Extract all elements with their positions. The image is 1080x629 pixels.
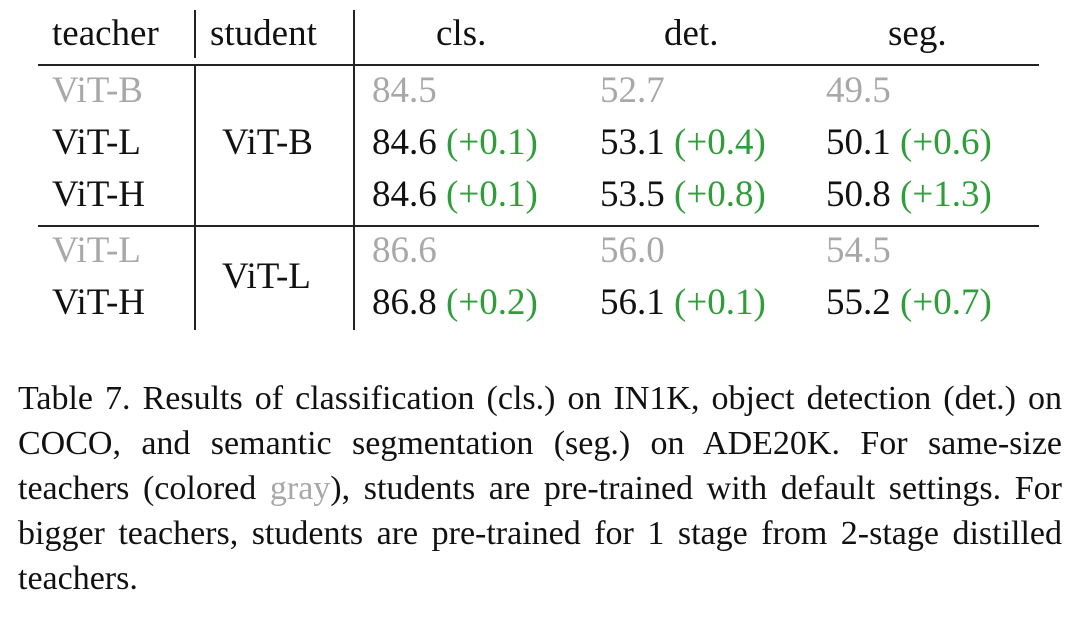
table-row-teacher: ViT-B xyxy=(52,70,143,111)
seg-value: 49.5 xyxy=(826,70,891,111)
header-cls: cls. xyxy=(436,13,487,54)
student-group-1: ViT-B xyxy=(222,122,313,163)
table-row-teacher: ViT-L xyxy=(52,122,141,163)
header-seg: seg. xyxy=(888,13,947,54)
det-score: 56.1 xyxy=(600,282,665,323)
table-row-teacher: ViT-H xyxy=(52,174,146,215)
seg-score: 55.2 xyxy=(826,282,891,323)
header-student: student xyxy=(210,13,317,54)
caption-part-1: Table 7. Results of classification (cls.… xyxy=(18,380,1062,507)
cls-score: 86.8 xyxy=(372,282,437,323)
cls-value: 84.6 (+0.1) xyxy=(372,176,538,213)
caption-text: Table 7. Results of classification (cls.… xyxy=(18,376,1062,601)
group-rule xyxy=(38,225,1039,227)
det-delta: (+0.1) xyxy=(674,282,766,323)
cls-delta: (+0.2) xyxy=(446,282,538,323)
det-score: 53.1 xyxy=(600,122,665,163)
seg-delta: (+0.7) xyxy=(900,282,992,323)
results-table: teacher student cls. det. seg. ViT-B ViT… xyxy=(38,10,1039,330)
det-value: 56.0 xyxy=(600,230,665,271)
header-teacher: teacher xyxy=(52,13,159,54)
table-row-teacher: ViT-H xyxy=(52,282,146,323)
table-row-teacher: ViT-L xyxy=(52,230,141,271)
cls-score: 84.6 xyxy=(372,122,437,163)
det-delta: (+0.4) xyxy=(674,122,766,163)
seg-delta: (+1.3) xyxy=(900,174,992,215)
det-value: 52.7 xyxy=(600,70,665,111)
header-rule xyxy=(38,64,1039,66)
cls-delta: (+0.1) xyxy=(446,122,538,163)
seg-value: 55.2 (+0.7) xyxy=(826,284,992,321)
caption-gray-word: gray xyxy=(269,470,331,507)
det-value: 53.5 (+0.8) xyxy=(600,176,766,213)
seg-value: 50.1 (+0.6) xyxy=(826,124,992,161)
cls-score: 84.6 xyxy=(372,174,437,215)
cls-value: 86.6 xyxy=(372,230,437,271)
seg-value: 54.5 xyxy=(826,230,891,271)
table-caption: Table 7. Results of classification (cls.… xyxy=(18,376,1062,601)
cls-value: 84.6 (+0.1) xyxy=(372,124,538,161)
det-value: 56.1 (+0.1) xyxy=(600,284,766,321)
cls-delta: (+0.1) xyxy=(446,174,538,215)
seg-score: 50.1 xyxy=(826,122,891,163)
caption-part-2: ), students are pre-trained with default… xyxy=(18,470,1062,597)
student-group-2: ViT-L xyxy=(222,256,311,297)
seg-delta: (+0.6) xyxy=(900,122,992,163)
seg-value: 50.8 (+1.3) xyxy=(826,176,992,213)
header-divider-1 xyxy=(194,10,196,58)
teacher-divider xyxy=(194,64,196,330)
cls-value: 84.5 xyxy=(372,70,437,111)
seg-score: 50.8 xyxy=(826,174,891,215)
cls-value: 86.8 (+0.2) xyxy=(372,284,538,321)
det-delta: (+0.8) xyxy=(674,174,766,215)
det-score: 53.5 xyxy=(600,174,665,215)
column-divider xyxy=(353,10,355,330)
header-det: det. xyxy=(664,13,719,54)
det-value: 53.1 (+0.4) xyxy=(600,124,766,161)
